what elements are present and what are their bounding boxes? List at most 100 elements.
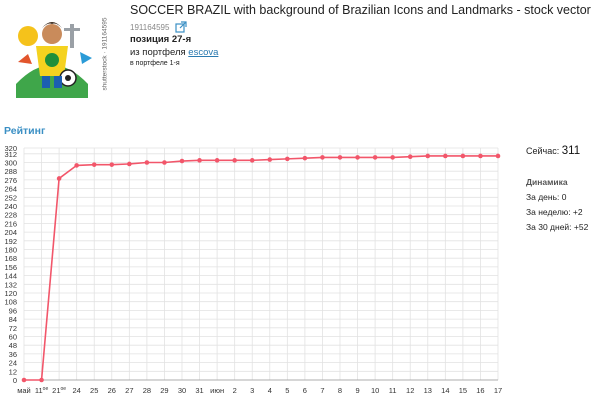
y-tick-label: 24	[9, 359, 17, 368]
x-tick-label: 15	[459, 386, 467, 395]
data-point	[407, 154, 413, 159]
portfolio-line: из портфеля escova	[130, 47, 218, 58]
x-tick-label: 13	[424, 386, 432, 395]
data-point	[495, 153, 501, 159]
data-point	[302, 155, 308, 161]
y-tick-label: 96	[9, 306, 17, 315]
x-tick-label: 30	[178, 386, 186, 395]
item-position: позиция 27-я	[130, 34, 192, 45]
data-point	[109, 162, 115, 167]
y-tick-label: 156	[4, 263, 17, 272]
series-line	[24, 155, 498, 381]
x-tick-label: 31	[195, 386, 203, 395]
data-point	[91, 162, 97, 167]
thumbnail-image[interactable]	[6, 6, 98, 98]
y-tick-label: 48	[9, 341, 17, 350]
in-portfolio-rank: в портфеле 1-я	[130, 60, 180, 67]
x-tick-label: 10	[371, 386, 379, 395]
x-tick-label: май	[17, 386, 31, 395]
dynamics-week: За неделю: +2	[526, 207, 583, 217]
data-point	[425, 153, 431, 159]
x-tick-label: 29	[160, 386, 168, 395]
dynamics-title: Динамика	[526, 177, 568, 187]
x-tick-label: 16	[476, 386, 484, 395]
y-tick-label: 264	[4, 185, 17, 194]
y-tick-label: 320	[4, 144, 17, 153]
x-tick-label: 8	[338, 386, 342, 395]
data-point	[267, 157, 273, 162]
data-point	[56, 176, 62, 181]
y-tick-label: 144	[4, 272, 17, 281]
data-point	[127, 161, 132, 167]
y-tick-label: 36	[9, 350, 17, 359]
data-point	[460, 153, 466, 159]
data-point	[232, 158, 237, 163]
data-point	[39, 377, 44, 383]
now-line: Сейчас: 311	[526, 145, 588, 157]
y-tick-label: 12	[9, 367, 17, 376]
x-tick-label: 5	[285, 386, 289, 395]
x-tick-label: 26	[108, 386, 116, 395]
y-tick-label: 180	[4, 246, 17, 255]
y-tick-label: 0	[13, 376, 17, 385]
x-tick-label: 11ое	[35, 386, 49, 395]
y-tick-label: 312	[4, 150, 17, 159]
y-tick-label: 132	[4, 280, 17, 289]
y-tick-label: 60	[9, 333, 17, 342]
item-title: SOCCER BRAZIL with background of Brazili…	[130, 3, 591, 17]
y-tick-label: 204	[4, 228, 17, 237]
section-title: Рейтинг	[4, 125, 46, 137]
x-tick-label: 6	[303, 386, 307, 395]
x-tick-label: 9	[355, 386, 359, 395]
y-tick-label: 240	[4, 202, 17, 211]
data-point	[249, 158, 255, 163]
thumbnail-credit: shutterstock · 191164595	[101, 17, 109, 91]
data-point	[285, 156, 290, 162]
portfolio-link[interactable]: escova	[188, 47, 219, 58]
portfolio-prefix: из портфеля	[130, 47, 186, 58]
data-point	[355, 155, 360, 160]
dynamics-day: За день: 0	[526, 192, 567, 202]
data-point	[179, 158, 185, 164]
y-tick-label: 72	[9, 324, 17, 333]
x-tick-label: 3	[250, 386, 254, 395]
x-tick-label: 2	[233, 386, 237, 395]
x-tick-label: 25	[90, 386, 98, 395]
y-tick-label: 252	[4, 193, 17, 202]
stats-panel: Сейчас: 311 Динамика За день: 0 За недел…	[526, 145, 588, 232]
y-tick-label: 228	[4, 211, 17, 220]
data-point	[390, 155, 395, 160]
data-point	[214, 158, 220, 163]
x-tick-label: июн	[210, 386, 224, 395]
now-value: 311	[561, 145, 581, 157]
data-point	[372, 155, 378, 160]
item-id-row: 191164595	[130, 21, 188, 33]
data-point	[144, 160, 150, 165]
x-tick-label: 27	[125, 386, 133, 395]
x-tick-label: 7	[320, 386, 324, 395]
item-id: 191164595	[130, 22, 170, 32]
data-point	[162, 160, 167, 165]
data-point	[337, 155, 343, 160]
external-link-icon[interactable]	[175, 21, 188, 33]
data-point	[74, 163, 79, 168]
data-point	[197, 158, 202, 163]
y-tick-label: 84	[9, 315, 17, 324]
now-label: Сейчас:	[526, 146, 560, 156]
x-tick-label: 24	[72, 386, 80, 395]
data-point	[21, 377, 27, 383]
x-tick-label: 11	[389, 386, 397, 395]
x-tick-label: 12	[406, 386, 414, 395]
y-tick-label: 192	[4, 237, 17, 246]
x-tick-label: 14	[441, 386, 449, 395]
y-tick-label: 168	[4, 254, 17, 263]
dynamics-month: За 30 дней: +52	[526, 222, 589, 232]
x-tick-label: 4	[268, 386, 272, 395]
data-point	[443, 153, 448, 159]
y-tick-label: 216	[4, 219, 17, 228]
y-tick-label: 288	[4, 167, 17, 176]
data-point	[320, 155, 325, 160]
y-tick-label: 276	[4, 176, 17, 185]
y-tick-label: 300	[4, 159, 17, 168]
x-tick-label: 28	[143, 386, 151, 395]
